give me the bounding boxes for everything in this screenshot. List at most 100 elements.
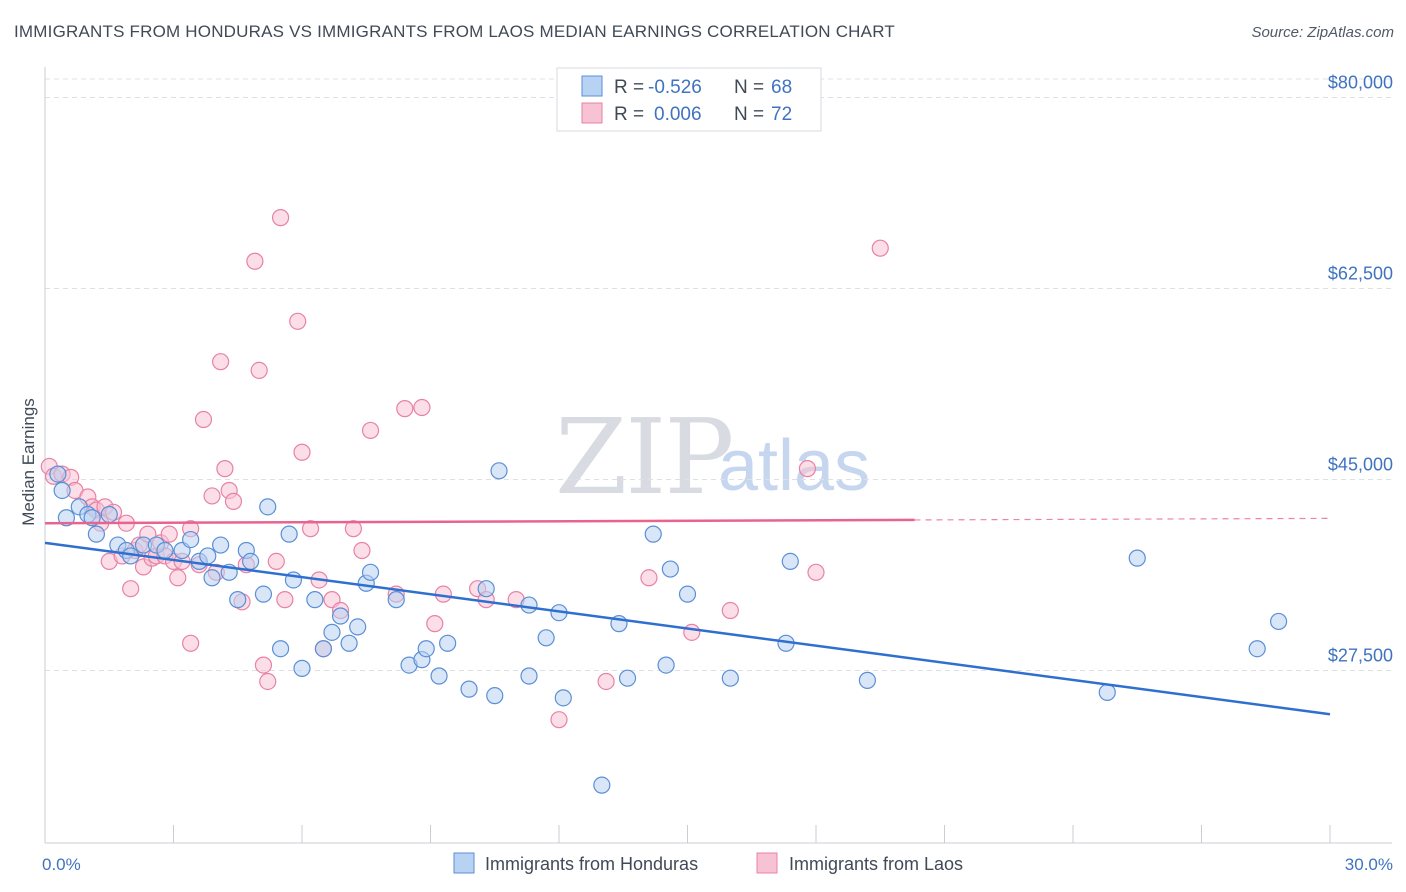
honduras-r-value: -0.526 (648, 77, 702, 98)
laos-point (212, 353, 230, 371)
honduras-point (87, 525, 106, 543)
honduras-point (477, 580, 495, 598)
laos-point (871, 239, 889, 257)
legend-laos-label: Immigrants from Laos (789, 854, 963, 874)
laos-point (301, 520, 320, 538)
x-tick-label-max: 30.0% (1345, 855, 1393, 874)
laos-point (426, 615, 444, 633)
honduras-point (229, 591, 247, 609)
legend-honduras-label: Immigrants from Honduras (485, 854, 698, 874)
laos-point (293, 443, 311, 461)
laos-n-value: 72 (771, 104, 792, 125)
honduras-swatch (581, 75, 603, 97)
laos-point (683, 623, 701, 641)
honduras-point (83, 509, 101, 527)
honduras-point (387, 591, 405, 609)
laos-point (169, 569, 187, 587)
honduras-n-label: N = (734, 77, 764, 98)
y-tick-label: $62,500 (1328, 264, 1393, 284)
honduras-point (554, 689, 572, 707)
laos-point (396, 400, 414, 418)
honduras-point (242, 552, 260, 571)
laos-point (413, 398, 431, 417)
laos-point (721, 601, 739, 620)
grid-lines (45, 78, 1392, 672)
laos-point (224, 492, 243, 510)
honduras-point (100, 505, 118, 524)
laos-point (160, 525, 178, 543)
laos-point (276, 591, 294, 609)
laos-trend-extension (914, 517, 1331, 521)
laos-point (122, 580, 140, 598)
laos-point (353, 541, 371, 560)
honduras-point (781, 552, 799, 571)
laos-point (640, 569, 658, 587)
chart-title: IMMIGRANTS FROM HONDURAS VS IMMIGRANTS F… (14, 22, 895, 41)
honduras-point (314, 640, 333, 658)
honduras-point (520, 667, 538, 685)
watermark-zip: ZIP (555, 396, 732, 518)
honduras-point (349, 618, 367, 636)
honduras-point (430, 667, 448, 685)
honduras-point (212, 536, 230, 554)
stats-box: R = -0.526 N = 68 R = 0.006 N = 72 (556, 67, 822, 132)
laos-point (344, 520, 362, 538)
y-tick-label: $80,000 (1328, 73, 1393, 93)
laos-point (550, 711, 568, 729)
honduras-point (323, 623, 341, 641)
laos-point (246, 252, 264, 270)
y-axis-label: Median Earnings (19, 398, 38, 526)
honduras-point (678, 585, 697, 603)
honduras-n-value: 68 (771, 77, 792, 98)
laos-point (289, 312, 307, 330)
laos-point (807, 563, 825, 581)
honduras-point (661, 560, 679, 578)
laos-swatch (581, 102, 603, 124)
laos-n-label: N = (734, 104, 764, 125)
laos-r-label: R = (614, 104, 644, 125)
laos-trend-line (44, 518, 915, 525)
honduras-point (57, 509, 76, 527)
honduras-point (721, 669, 739, 687)
laos-point (182, 634, 200, 652)
honduras-point (259, 498, 277, 516)
honduras-point (203, 569, 221, 587)
trend-lines (44, 517, 1331, 716)
honduras-point (306, 591, 324, 609)
honduras-point (156, 541, 174, 560)
laos-point (254, 656, 273, 674)
honduras-point (593, 776, 611, 794)
laos-point (194, 410, 213, 429)
tick-labels: $27,500 $45,000 $62,500 $80,000 0.0% 30.0% (42, 73, 1393, 874)
laos-point (798, 460, 817, 478)
laos-point (271, 209, 290, 227)
legend: Immigrants from Honduras Immigrants from… (453, 852, 963, 874)
honduras-point (293, 659, 311, 677)
laos-point (267, 552, 285, 571)
honduras-point (340, 634, 358, 652)
laos-point (216, 460, 234, 478)
y-tick-label: $45,000 (1328, 455, 1393, 475)
axes (44, 67, 1392, 844)
laos-point (250, 361, 268, 380)
honduras-point (858, 671, 877, 689)
legend-honduras-swatch (453, 852, 475, 874)
x-tick-label-min: 0.0% (42, 855, 81, 874)
honduras-points (49, 462, 1288, 794)
honduras-r-label: R = (614, 77, 644, 98)
laos-point (597, 672, 615, 691)
laos-point (203, 487, 221, 505)
source-credit: Source: ZipAtlas.com (1251, 24, 1394, 41)
honduras-point (53, 481, 71, 500)
honduras-point (460, 680, 478, 698)
honduras-point (361, 563, 380, 581)
honduras-point (486, 687, 504, 705)
honduras-point (439, 634, 457, 652)
watermark: ZIP atlas (555, 396, 870, 518)
laos-r-value: 0.006 (654, 104, 702, 125)
honduras-point (331, 607, 350, 625)
honduras-point (644, 525, 662, 543)
honduras-point (271, 640, 290, 658)
honduras-point (254, 585, 273, 603)
